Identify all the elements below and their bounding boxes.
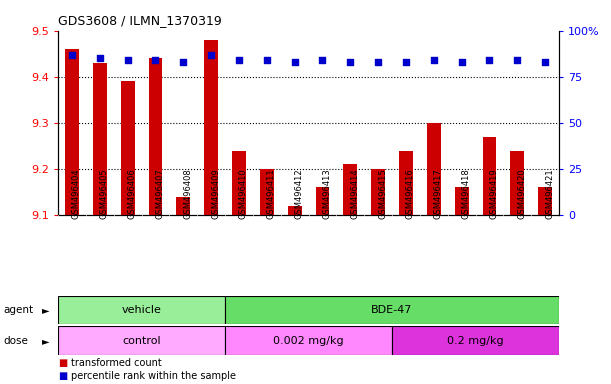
Point <box>540 59 550 65</box>
Text: GSM496408: GSM496408 <box>183 168 192 219</box>
Point <box>513 57 522 63</box>
Bar <box>65 49 79 215</box>
Bar <box>343 164 357 215</box>
Bar <box>225 296 559 324</box>
Text: vehicle: vehicle <box>122 305 161 315</box>
Text: GSM496420: GSM496420 <box>518 168 526 219</box>
Bar <box>93 63 107 215</box>
Bar <box>58 296 225 324</box>
Text: transformed count: transformed count <box>71 358 163 368</box>
Bar <box>483 137 496 215</box>
Bar <box>204 40 218 215</box>
Point <box>345 59 355 65</box>
Bar <box>58 326 225 355</box>
Point <box>207 51 216 58</box>
Point <box>150 57 160 63</box>
Point <box>290 59 299 65</box>
Text: ■: ■ <box>58 358 67 368</box>
Point <box>457 59 467 65</box>
Text: ►: ► <box>42 305 49 315</box>
Point <box>234 57 244 63</box>
Text: GSM496415: GSM496415 <box>378 168 387 219</box>
Point <box>178 59 188 65</box>
Point <box>401 59 411 65</box>
Point <box>123 57 133 63</box>
Text: GSM496416: GSM496416 <box>406 168 415 219</box>
Point <box>67 51 77 58</box>
Text: GSM496418: GSM496418 <box>462 168 470 219</box>
Text: GDS3608 / ILMN_1370319: GDS3608 / ILMN_1370319 <box>58 14 222 27</box>
Bar <box>427 123 441 215</box>
Text: BDE-47: BDE-47 <box>371 305 413 315</box>
Text: dose: dose <box>3 336 28 346</box>
Bar <box>177 197 190 215</box>
Point <box>373 59 383 65</box>
Text: ■: ■ <box>58 371 67 381</box>
Text: GSM496412: GSM496412 <box>295 168 304 219</box>
Text: GSM496411: GSM496411 <box>267 168 276 219</box>
Text: 0.2 mg/kg: 0.2 mg/kg <box>447 336 504 346</box>
Text: GSM496407: GSM496407 <box>155 168 164 219</box>
Bar <box>260 169 274 215</box>
Text: GSM496406: GSM496406 <box>128 168 137 219</box>
Bar <box>232 151 246 215</box>
Point <box>95 55 104 61</box>
Point <box>429 57 439 63</box>
Text: GSM496405: GSM496405 <box>100 168 109 219</box>
Text: GSM496410: GSM496410 <box>239 168 248 219</box>
Bar <box>399 151 413 215</box>
Point <box>485 57 494 63</box>
Bar <box>121 81 134 215</box>
Text: GSM496419: GSM496419 <box>489 168 499 219</box>
Point <box>318 57 327 63</box>
Bar <box>288 206 302 215</box>
Bar <box>371 169 385 215</box>
Text: GSM496409: GSM496409 <box>211 168 220 219</box>
Point <box>262 57 272 63</box>
Text: percentile rank within the sample: percentile rank within the sample <box>71 371 236 381</box>
Text: control: control <box>122 336 161 346</box>
Text: GSM496404: GSM496404 <box>72 168 81 219</box>
Bar <box>148 58 163 215</box>
Text: GSM496417: GSM496417 <box>434 168 443 219</box>
Bar <box>455 187 469 215</box>
Bar <box>392 326 559 355</box>
Text: GSM496413: GSM496413 <box>323 168 332 219</box>
Text: GSM496414: GSM496414 <box>350 168 359 219</box>
Bar <box>225 326 392 355</box>
Text: GSM496421: GSM496421 <box>545 168 554 219</box>
Text: ►: ► <box>42 336 49 346</box>
Bar <box>510 151 524 215</box>
Bar <box>538 187 552 215</box>
Text: 0.002 mg/kg: 0.002 mg/kg <box>273 336 344 346</box>
Bar <box>315 187 329 215</box>
Text: agent: agent <box>3 305 33 315</box>
